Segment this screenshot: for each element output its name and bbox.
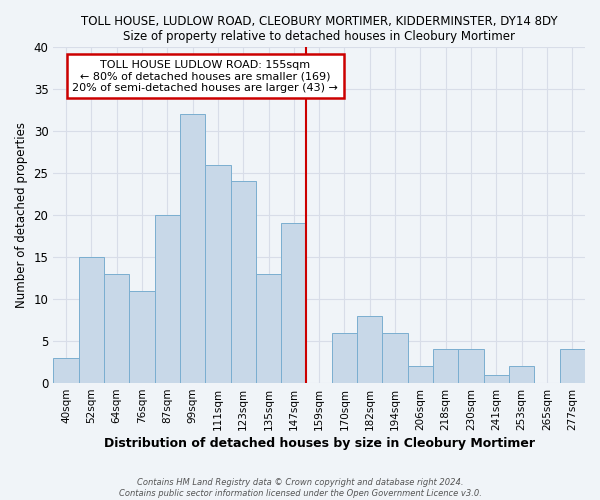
Text: Contains HM Land Registry data © Crown copyright and database right 2024.
Contai: Contains HM Land Registry data © Crown c… <box>119 478 481 498</box>
Bar <box>256 274 281 383</box>
Bar <box>205 164 230 383</box>
Bar <box>230 182 256 383</box>
Bar <box>129 290 155 383</box>
Bar <box>560 350 585 383</box>
Bar <box>433 350 458 383</box>
Bar <box>408 366 433 383</box>
Bar <box>104 274 129 383</box>
Bar <box>458 350 484 383</box>
Bar <box>484 374 509 383</box>
Bar <box>155 215 180 383</box>
Bar <box>281 224 307 383</box>
X-axis label: Distribution of detached houses by size in Cleobury Mortimer: Distribution of detached houses by size … <box>104 437 535 450</box>
Bar <box>332 332 357 383</box>
Bar <box>180 114 205 383</box>
Bar <box>382 332 408 383</box>
Bar <box>79 257 104 383</box>
Text: TOLL HOUSE LUDLOW ROAD: 155sqm
← 80% of detached houses are smaller (169)
20% of: TOLL HOUSE LUDLOW ROAD: 155sqm ← 80% of … <box>72 60 338 92</box>
Bar <box>53 358 79 383</box>
Bar <box>509 366 535 383</box>
Title: TOLL HOUSE, LUDLOW ROAD, CLEOBURY MORTIMER, KIDDERMINSTER, DY14 8DY
Size of prop: TOLL HOUSE, LUDLOW ROAD, CLEOBURY MORTIM… <box>81 15 557 43</box>
Y-axis label: Number of detached properties: Number of detached properties <box>15 122 28 308</box>
Bar <box>357 316 382 383</box>
